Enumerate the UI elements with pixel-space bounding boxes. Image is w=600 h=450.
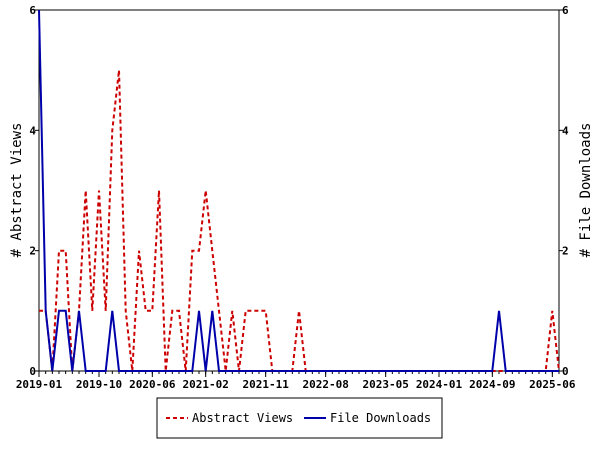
legend-box	[156, 397, 443, 439]
legend-label-abstract-views: Abstract Views	[192, 411, 293, 425]
series-layer	[38, 9, 560, 372]
y-right-tick-label: 4	[562, 124, 569, 137]
plot-frame	[38, 9, 560, 372]
y-axis-right: 0 2 4 6	[559, 4, 569, 378]
y-right-tick-label: 2	[562, 245, 569, 258]
y-axis-left: 0 2 4 6	[29, 4, 39, 378]
x-tick-label: 2025-06	[529, 378, 576, 391]
y-right-tick-label: 0	[562, 365, 569, 378]
x-tick-label: 2023-05	[362, 378, 408, 391]
y-left-tick-label: 2	[29, 245, 36, 258]
series-line-abstract-views	[39, 70, 560, 372]
y-right-tick-label: 6	[562, 4, 569, 17]
series-line-file-downloads	[38, 9, 559, 372]
plot-area-border	[38, 9, 560, 372]
y-left-tick-label: 6	[29, 4, 36, 17]
x-tick-label: 2024-01	[416, 378, 463, 391]
y-left-tick-label: 4	[29, 124, 36, 137]
y-axis-left-title: # Abstract Views	[9, 123, 25, 258]
y-axis-right-title: # File Downloads	[578, 123, 594, 258]
x-axis: 2019-01 2019-10 2020-06 2021-02 2021-11 2022-…	[16, 371, 576, 391]
x-tick-label: 2020-06	[129, 378, 176, 391]
x-tick-label: 2019-10	[76, 378, 122, 391]
legend-label-file-downloads: File Downloads	[330, 411, 431, 425]
y-left-tick-label: 0	[29, 365, 36, 378]
legend: Abstract Views File Downloads	[156, 397, 443, 439]
x-tick-label: 2024-09	[469, 378, 515, 391]
x-tick-label: 2021-11	[242, 378, 289, 391]
x-tick-label: 2022-08	[302, 378, 348, 391]
x-tick-label: 2021-02	[182, 378, 228, 391]
x-tick-label: 2019-01	[16, 378, 63, 391]
